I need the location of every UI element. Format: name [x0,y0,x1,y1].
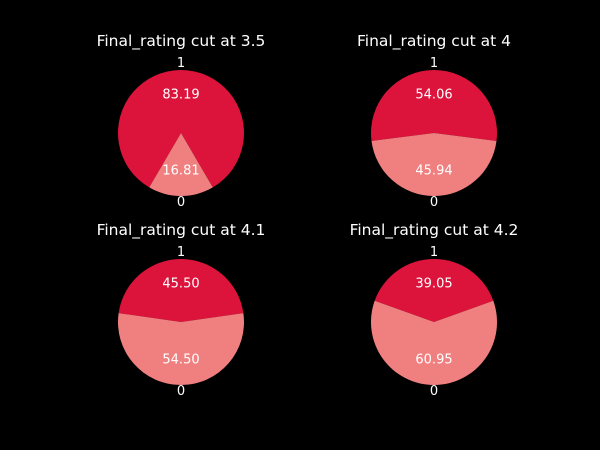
pie-chart-3: Final_rating cut at 4.1 1 45.50 0 54.50 [97,221,266,399]
slice-label: 0 [177,195,185,210]
chart-title: Final_rating cut at 4.2 [350,221,519,240]
pie-slice-1 [117,70,244,188]
pie-slice-0 [371,133,497,197]
slice-percent-label: 39.05 [415,277,452,292]
slice-percent-label: 54.50 [162,352,199,367]
slice-label: 1 [430,245,438,260]
slice-label: 1 [177,245,185,260]
slice-percent-label: 45.94 [415,163,452,178]
slice-label: 0 [430,384,438,399]
slice-percent-label: 54.06 [415,88,452,103]
pie-slice-0 [371,300,497,385]
slice-label: 1 [430,56,438,71]
slice-label: 1 [177,56,185,71]
pie-chart-1: Final_rating cut at 3.5 1 83.19 0 16.81 [97,32,266,210]
slice-label: 0 [177,384,185,399]
chart-title: Final_rating cut at 4.1 [97,221,266,240]
pie-chart-4: Final_rating cut at 4.2 1 39.05 0 60.95 [350,221,519,399]
pie-slice-1 [118,259,244,322]
pie-slice-1 [374,258,494,322]
slice-label: 0 [430,195,438,210]
slice-percent-label: 45.50 [162,277,199,292]
pie-chart-2: Final_rating cut at 4 1 54.06 0 45.94 [357,32,511,210]
slice-percent-label: 83.19 [162,88,199,103]
chart-title: Final_rating cut at 4 [357,32,511,51]
slice-percent-label: 16.81 [162,163,199,178]
pie-slice-1 [371,70,497,142]
pie-slice-0 [149,133,213,197]
slice-percent-label: 60.95 [415,352,452,367]
pie-slice-0 [118,313,244,386]
chart-title: Final_rating cut at 3.5 [97,32,266,51]
